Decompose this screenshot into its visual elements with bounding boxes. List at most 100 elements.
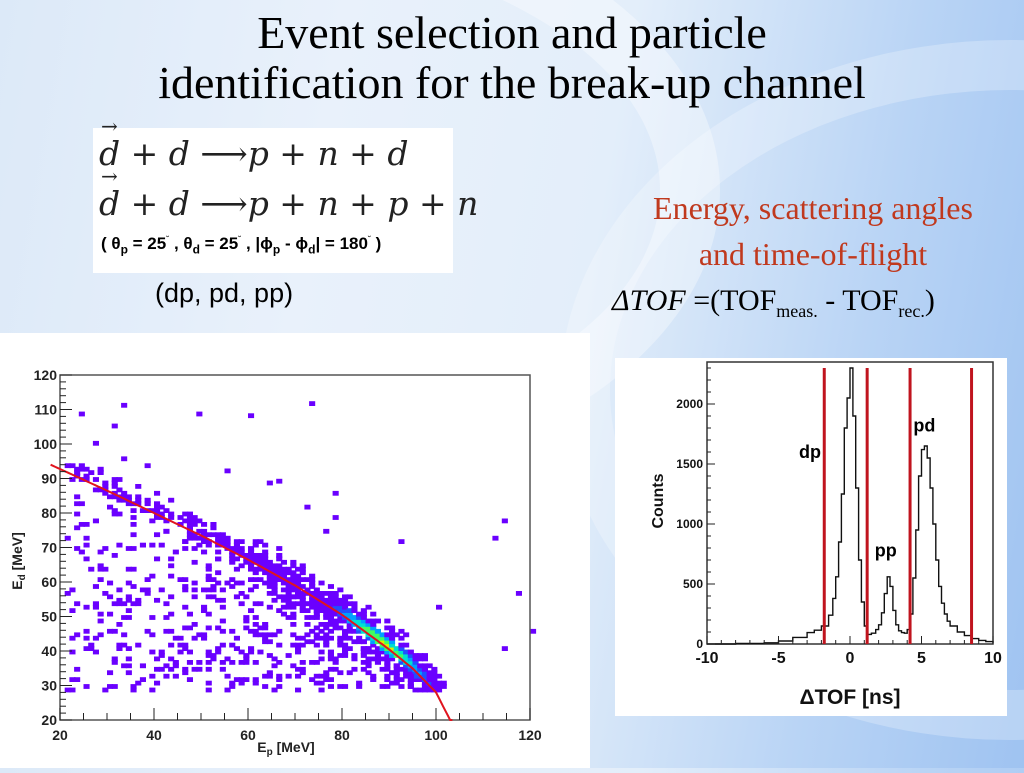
histogram-bin [88, 642, 95, 648]
histogram-bin [186, 522, 193, 527]
histogram-bin [436, 680, 443, 686]
histogram-bin [121, 494, 128, 500]
histogram-bin [351, 653, 358, 658]
histogram-bin [83, 542, 90, 548]
histogram-bin [266, 670, 273, 676]
histogram-bin [92, 477, 99, 482]
histogram-bin [332, 656, 339, 662]
histogram-bin [74, 511, 81, 517]
histogram-bin [196, 666, 203, 672]
right-heading-line-2: and time-of-flight [698, 236, 928, 272]
histogram-bin [327, 622, 334, 627]
histogram-bin [304, 615, 311, 620]
histogram-bin [205, 563, 212, 569]
x-axis-label: Ep [MeV] [257, 739, 314, 758]
histogram-bin [323, 611, 330, 617]
histogram-bin [121, 402, 128, 408]
histogram-bin [421, 670, 428, 676]
histogram-bin [327, 597, 334, 603]
histogram-bin [318, 594, 325, 600]
histogram-bin [337, 635, 344, 641]
histogram-bin [398, 653, 405, 658]
histogram-bin [229, 660, 236, 665]
histogram-bin [201, 608, 208, 613]
histogram-bin [346, 594, 353, 600]
histogram-bin [374, 660, 381, 665]
histogram-bin [266, 632, 273, 638]
histogram-bin [163, 528, 170, 534]
histogram-bin [219, 604, 226, 610]
histogram-bin [83, 522, 90, 527]
x-tick-label: 10 [984, 650, 1002, 667]
histogram-bin [407, 677, 414, 682]
histogram-bin [389, 635, 396, 641]
histogram-bin [360, 660, 367, 665]
histogram-bin [313, 594, 320, 600]
histogram-bin [125, 615, 132, 620]
histogram-bin [332, 625, 339, 631]
histogram-bin [412, 677, 419, 682]
histogram-bin [154, 490, 161, 496]
histogram-bin [83, 535, 90, 541]
histogram-bin [374, 656, 381, 662]
y-tick-label: 40 [41, 643, 57, 659]
histogram-bin [83, 628, 90, 634]
histogram-bin [201, 539, 208, 544]
histogram-bin [83, 635, 90, 641]
histogram-bin [196, 518, 203, 524]
histogram-bin [342, 642, 349, 648]
histogram-bin [342, 597, 349, 603]
histogram-bin [266, 639, 273, 645]
histogram-bin [421, 656, 428, 662]
x-tick-label: 20 [52, 727, 68, 743]
plot-frame [706, 361, 994, 645]
histogram-bin [327, 684, 334, 689]
histogram-bin [323, 625, 330, 631]
histogram-bin [149, 687, 156, 693]
histogram-bin [163, 663, 170, 669]
histogram-bin [318, 580, 325, 586]
histogram-bin [421, 680, 428, 686]
histogram-bin [323, 604, 330, 610]
histogram-bin [407, 656, 414, 662]
histogram-bin [191, 522, 198, 527]
histogram-bin [205, 542, 212, 548]
histogram-bin [295, 642, 302, 648]
histogram-bin [290, 563, 297, 569]
histogram-bin [172, 635, 179, 641]
histogram-bin [191, 594, 198, 600]
histogram-bin [374, 618, 381, 624]
histogram-bin [431, 684, 438, 689]
histogram-bin [318, 635, 325, 641]
histogram-bin [379, 632, 386, 638]
histogram-bin [219, 597, 226, 603]
histogram-bin [313, 611, 320, 617]
histogram-bin [74, 632, 81, 638]
histogram-bin [360, 653, 367, 658]
histogram-bin [125, 663, 132, 669]
histogram-bin [210, 577, 217, 582]
histogram-bin [144, 591, 151, 596]
histogram-bin [121, 456, 128, 462]
histogram-bin [299, 566, 306, 572]
histogram-bin [172, 549, 179, 555]
histogram-bin [121, 663, 128, 669]
histogram-bin [238, 649, 245, 655]
histogram-bin [313, 632, 320, 638]
histogram-bin [370, 618, 377, 624]
histogram-bin [168, 497, 175, 503]
histogram-bin [276, 478, 283, 484]
histogram-bin [280, 570, 287, 576]
histogram-bin [83, 477, 90, 482]
histogram-bin [252, 628, 259, 634]
histogram-bin [257, 553, 264, 558]
histogram-bin [139, 587, 146, 593]
histogram-bin [285, 570, 292, 576]
histogram-bin [186, 511, 193, 517]
histogram-bin [323, 635, 330, 641]
histogram-bin [107, 628, 114, 634]
histogram-bin [365, 625, 372, 631]
histogram-bin [356, 639, 363, 645]
histogram-bin [440, 684, 447, 689]
histogram-bin [243, 677, 250, 682]
